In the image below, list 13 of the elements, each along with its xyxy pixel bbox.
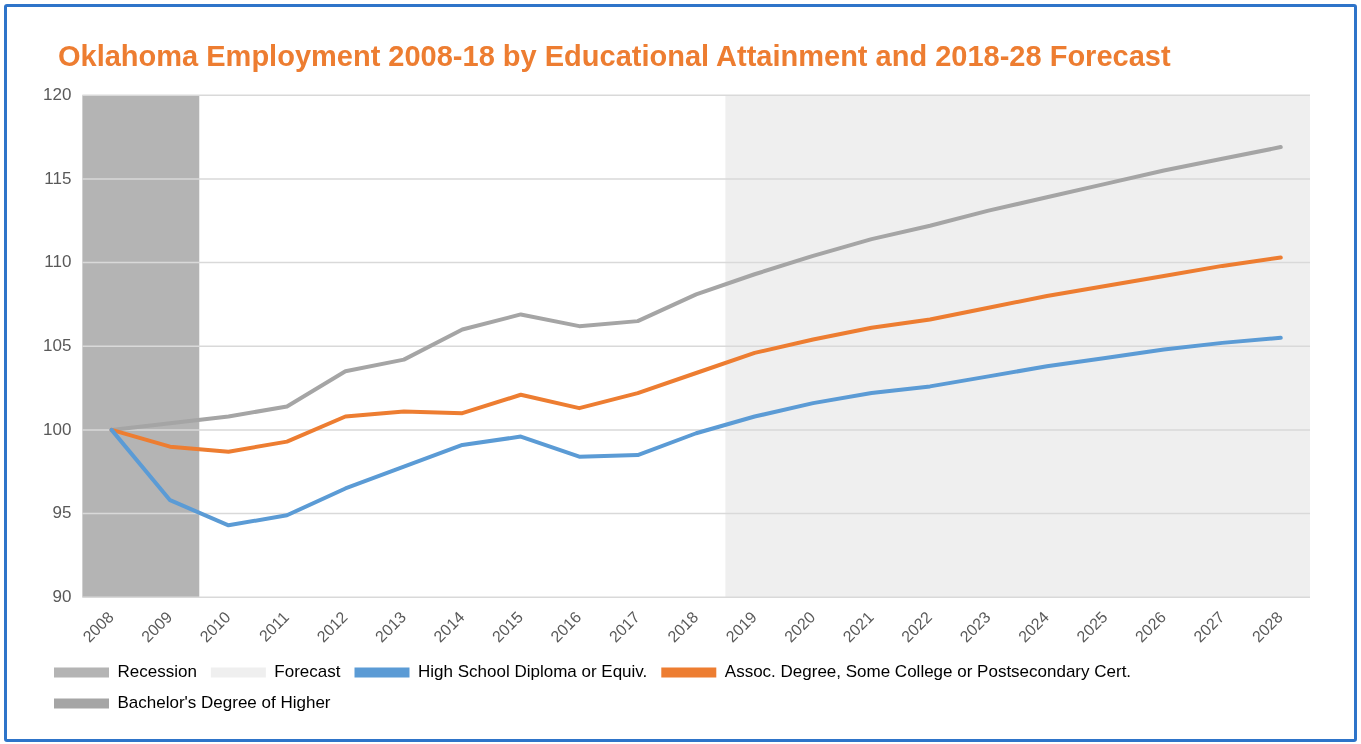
- y-tick-label: 95: [52, 503, 72, 523]
- y-tick-label: 90: [52, 586, 72, 606]
- y-tick-label: 105: [42, 335, 72, 355]
- legend-label: High School Diploma or Equiv.: [418, 662, 648, 682]
- y-tick-label: 115: [44, 168, 72, 188]
- y-tick-label: 110: [44, 252, 72, 272]
- legend-label: Forecast: [274, 662, 341, 682]
- chart-title: Oklahoma Employment 2008-18 by Educational Attainment and 2018-28 Forecast: [58, 40, 1171, 73]
- y-tick-label: 120: [42, 84, 72, 104]
- legend-label: Assoc. Degree, Some College or Postsecondary Cert.: [724, 662, 1132, 682]
- legend-label: Bachelor's Degree of Higher: [117, 693, 331, 713]
- legend-label: Recession: [117, 662, 197, 682]
- y-tick-label: 100: [42, 419, 72, 439]
